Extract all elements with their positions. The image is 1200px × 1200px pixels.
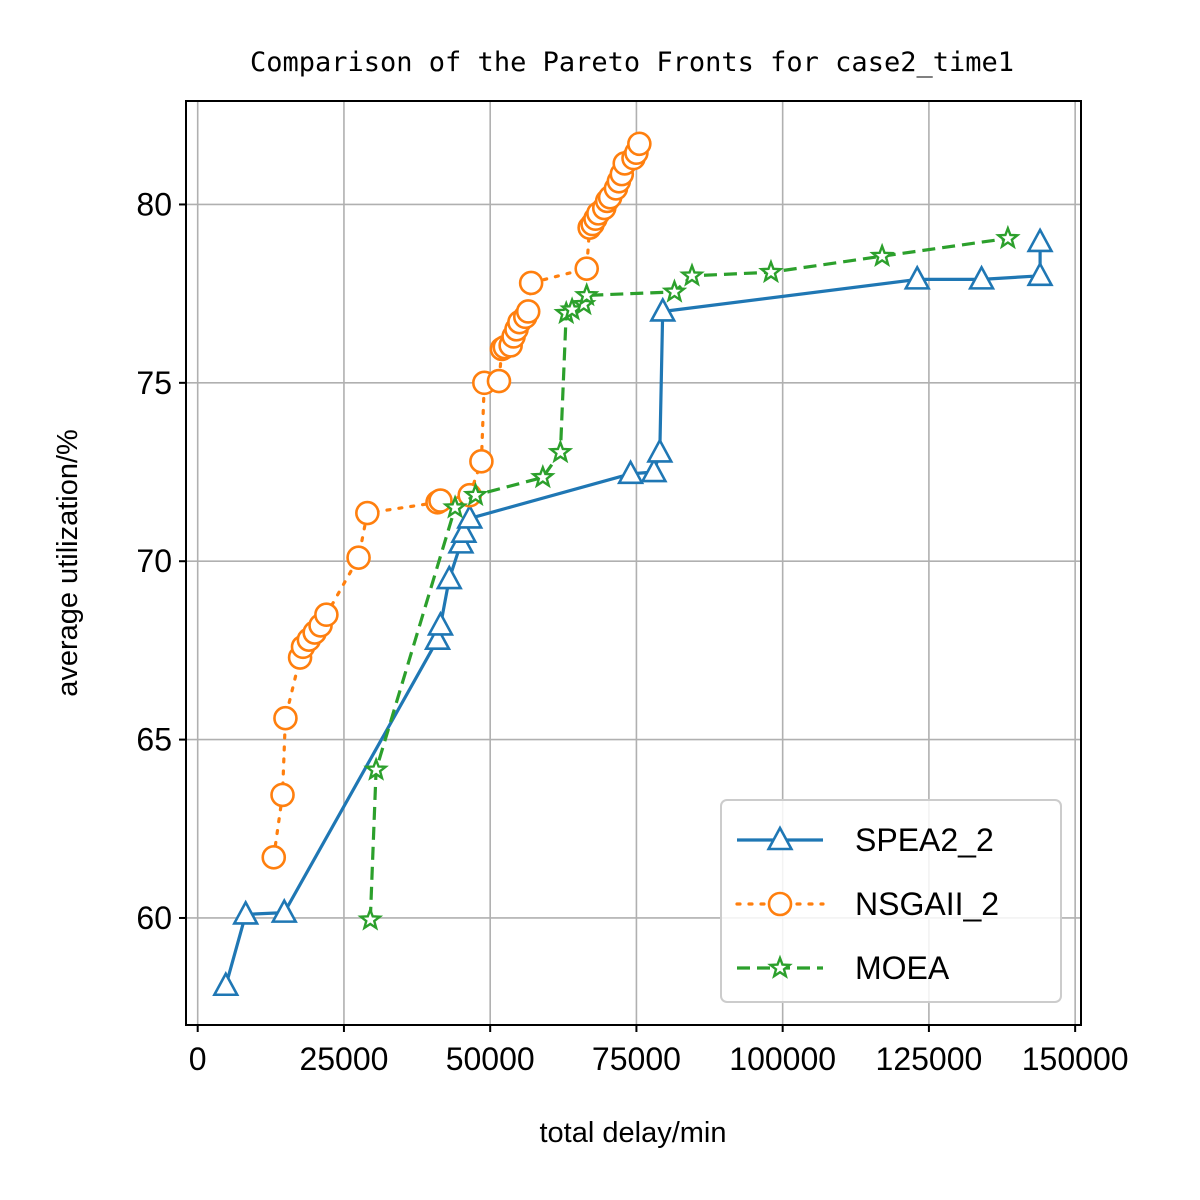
- data-point: [442, 494, 468, 519]
- data-point: [646, 437, 674, 463]
- data-point: [428, 488, 453, 513]
- data-point: [462, 481, 489, 507]
- data-point: [640, 457, 668, 483]
- data-point: [469, 449, 494, 474]
- data-point: [1026, 261, 1054, 287]
- data-point: [346, 545, 371, 570]
- legend-label: MOEA: [855, 950, 950, 986]
- legend: SPEA2_2 NSGAII_2 MOEA: [720, 799, 1062, 1003]
- series-nsgaii_2: [261, 131, 652, 870]
- legend-marker: [766, 825, 794, 851]
- data-point: [363, 756, 389, 781]
- series-moea: [357, 224, 1021, 931]
- legend-item: MOEA: [737, 950, 950, 986]
- data-point: [232, 899, 260, 925]
- y-tick-label: 70: [136, 543, 172, 579]
- legend-item: NSGAII_2: [735, 886, 999, 922]
- data-point: [995, 224, 1021, 250]
- data-point: [314, 602, 339, 628]
- y-tick-label: 60: [136, 900, 172, 936]
- data-point: [261, 845, 287, 870]
- legend-items: SPEA2_2 NSGAII_2 MOEA: [735, 822, 999, 986]
- x-axis-label: total delay/min: [540, 1117, 727, 1149]
- data-point: [426, 610, 455, 636]
- axis-ticks: 0 25000 50000 75000 100000 125000 150000 60 65 70…: [136, 186, 1128, 1077]
- data-point: [903, 264, 931, 290]
- data-point: [1026, 227, 1054, 253]
- data-point: [515, 299, 541, 324]
- data-point: [574, 256, 600, 281]
- data-point: [435, 564, 463, 590]
- legend-item: SPEA2_2: [737, 822, 994, 858]
- data-point: [273, 705, 298, 731]
- data-point: [486, 368, 512, 394]
- data-point: [967, 264, 996, 290]
- legend-label: NSGAII_2: [855, 886, 999, 922]
- data-point: [270, 782, 295, 808]
- legend-frame: [720, 799, 1062, 1003]
- data-point: [661, 278, 688, 303]
- legend-marker: [767, 954, 793, 979]
- plot-frame: [185, 100, 1082, 1026]
- data-point: [212, 971, 240, 997]
- x-tick-label: 0: [189, 1041, 207, 1077]
- data-point: [530, 463, 556, 489]
- chart-title: Comparison of the Pareto Fronts for case…: [250, 47, 1014, 78]
- data-point: [616, 459, 645, 485]
- data-point: [649, 296, 677, 322]
- data-point: [573, 282, 600, 307]
- data-point: [456, 503, 484, 529]
- x-tick-label: 100000: [729, 1041, 836, 1077]
- x-tick-label: 75000: [592, 1041, 681, 1077]
- data-point: [518, 270, 544, 296]
- legend-label: SPEA2_2: [855, 822, 994, 858]
- data-point: [547, 438, 574, 464]
- x-tick-label: 150000: [1022, 1041, 1129, 1077]
- data-point: [423, 624, 452, 651]
- data-point: [679, 262, 705, 287]
- data-point: [758, 258, 784, 284]
- y-axis-label: average utilization/%: [52, 429, 84, 697]
- series-layer: [212, 131, 1054, 997]
- grid-lines: [186, 101, 1081, 1025]
- legend-marker: [767, 891, 793, 917]
- y-tick-label: 65: [136, 722, 172, 758]
- data-point: [270, 897, 298, 923]
- x-tick-label: 50000: [446, 1041, 535, 1077]
- data-point: [357, 906, 384, 931]
- y-tick-label: 80: [136, 186, 172, 222]
- x-tick-label: 125000: [876, 1041, 983, 1077]
- data-point: [355, 500, 380, 526]
- x-tick-label: 25000: [299, 1041, 388, 1077]
- data-point: [450, 517, 478, 543]
- data-point: [869, 242, 895, 268]
- data-point: [627, 131, 652, 157]
- y-tick-label: 75: [136, 365, 172, 401]
